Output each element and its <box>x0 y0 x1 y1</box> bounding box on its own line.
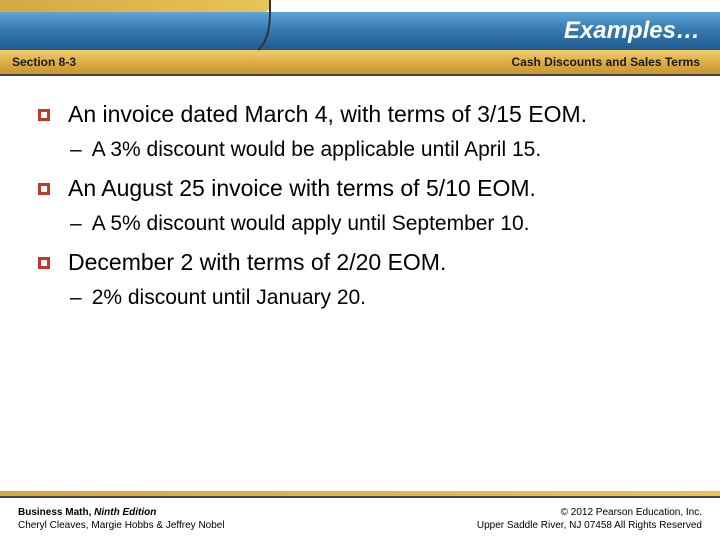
book-title: Business Math, <box>18 507 91 518</box>
authors: Cheryl Cleaves, Margie Hobbs & Jeffrey N… <box>18 519 225 532</box>
sub-bullet-item: – A 3% discount would be applicable unti… <box>70 136 690 164</box>
gold-accent-bar <box>0 0 270 12</box>
footer-right: © 2012 Pearson Education, Inc. Upper Sad… <box>477 506 702 532</box>
dash-icon: – <box>70 284 82 312</box>
sub-bullet-text: A 5% discount would apply until Septembe… <box>92 210 530 238</box>
footer: Business Math, Ninth Edition Cheryl Clea… <box>0 496 720 540</box>
bullet-square-icon <box>38 183 50 195</box>
book-edition: Ninth Edition <box>94 507 156 518</box>
sub-bullet-text: A 3% discount would be applicable until … <box>92 136 541 164</box>
header: Examples… Section 8-3 Cash Discounts and… <box>0 0 720 82</box>
section-label: Section 8-3 <box>12 55 76 69</box>
sub-bullet-text: 2% discount until January 20. <box>92 284 366 312</box>
title-bar: Examples… <box>0 12 720 50</box>
bullet-item: An August 25 invoice with terms of 5/10 … <box>38 174 690 204</box>
bullet-text: An August 25 invoice with terms of 5/10 … <box>68 174 536 204</box>
dash-icon: – <box>70 136 82 164</box>
bullet-square-icon <box>38 109 50 121</box>
sub-header-bar: Section 8-3 Cash Discounts and Sales Ter… <box>0 50 720 76</box>
sub-bullet-item: – 2% discount until January 20. <box>70 284 690 312</box>
bullet-text: An invoice dated March 4, with terms of … <box>68 100 587 130</box>
dash-icon: – <box>70 210 82 238</box>
bullet-text: December 2 with terms of 2/20 EOM. <box>68 248 446 278</box>
footer-left: Business Math, Ninth Edition Cheryl Clea… <box>18 506 225 532</box>
sub-bullet-item: – A 5% discount would apply until Septem… <box>70 210 690 238</box>
bullet-square-icon <box>38 257 50 269</box>
bullet-item: An invoice dated March 4, with terms of … <box>38 100 690 130</box>
slide-title: Examples… <box>564 17 700 44</box>
bullet-item: December 2 with terms of 2/20 EOM. <box>38 248 690 278</box>
copyright: © 2012 Pearson Education, Inc. <box>477 506 702 519</box>
topic-label: Cash Discounts and Sales Terms <box>511 55 700 69</box>
curve-accent <box>258 0 298 58</box>
address: Upper Saddle River, NJ 07458 All Rights … <box>477 519 702 532</box>
content-area: An invoice dated March 4, with terms of … <box>38 100 690 323</box>
